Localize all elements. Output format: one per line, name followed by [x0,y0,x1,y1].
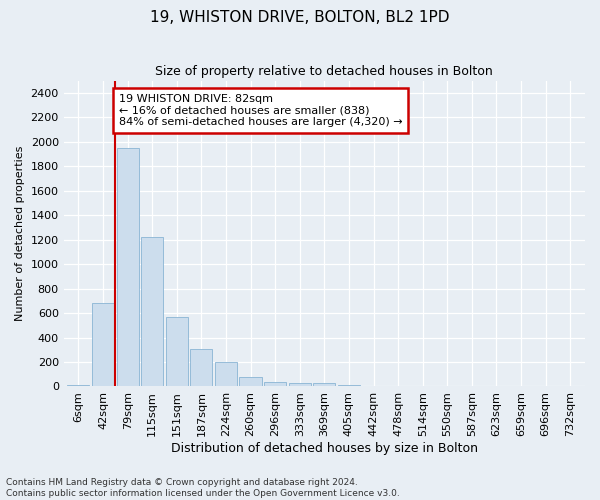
Bar [313,384,335,386]
Bar [67,385,89,386]
Bar [338,384,360,386]
Text: 19 WHISTON DRIVE: 82sqm
← 16% of detached houses are smaller (838)
84% of semi-d: 19 WHISTON DRIVE: 82sqm ← 16% of detache… [119,94,403,127]
X-axis label: Distribution of detached houses by size in Bolton: Distribution of detached houses by size … [171,442,478,455]
Bar [215,362,237,386]
Bar [166,316,188,386]
Bar [141,237,163,386]
Y-axis label: Number of detached properties: Number of detached properties [15,146,25,321]
Bar [289,383,311,386]
Text: 19, WHISTON DRIVE, BOLTON, BL2 1PD: 19, WHISTON DRIVE, BOLTON, BL2 1PD [150,10,450,25]
Text: Contains HM Land Registry data © Crown copyright and database right 2024.
Contai: Contains HM Land Registry data © Crown c… [6,478,400,498]
Bar [116,148,139,386]
Bar [239,376,262,386]
Title: Size of property relative to detached houses in Bolton: Size of property relative to detached ho… [155,65,493,78]
Bar [264,382,286,386]
Bar [190,348,212,387]
Bar [92,304,114,386]
